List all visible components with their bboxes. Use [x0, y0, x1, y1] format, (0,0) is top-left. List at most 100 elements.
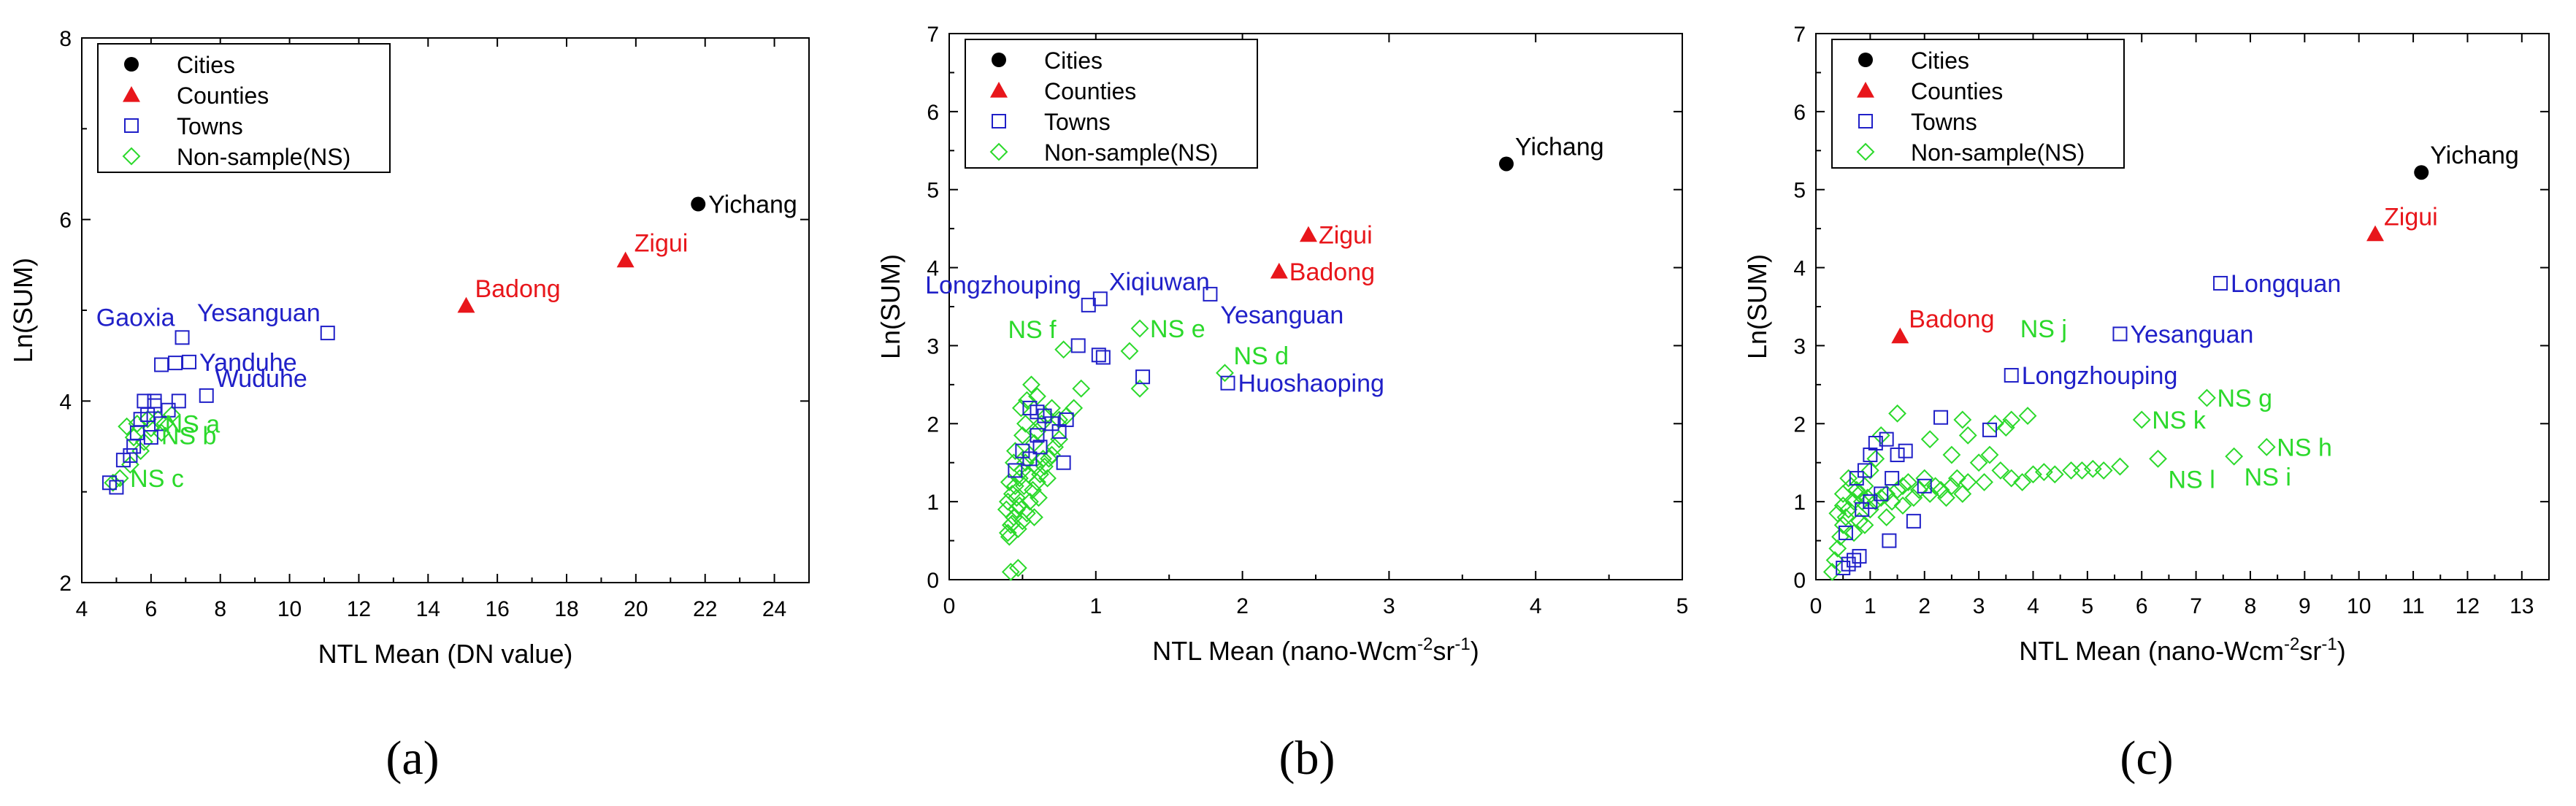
- ns-point: [1953, 485, 1972, 503]
- ns-point: [1831, 527, 1849, 546]
- towns-point: [143, 430, 158, 445]
- ns-point: [2111, 457, 2129, 476]
- y-tick-label: 2: [1793, 412, 1806, 437]
- legend-label-ns: Non-sample(NS): [1911, 139, 2085, 166]
- towns-point: [1933, 410, 1949, 425]
- ns-point: [2045, 465, 2064, 484]
- ns-point: [1975, 473, 1993, 491]
- ns-point: [1915, 469, 1934, 488]
- legend-label-cities: Cities: [177, 52, 235, 78]
- point-label: NS h: [2277, 434, 2332, 461]
- panel-b: 0 1 2 3 4 5 0 1 2 3 4 5 6 7 NTL Mean (nano-Wcm-2sr-1) L…: [875, 23, 1688, 785]
- counties-point: [2366, 225, 2385, 242]
- ns-point: [1130, 379, 1149, 398]
- legend-label-towns: Towns: [1044, 109, 1111, 135]
- ns-point: [1855, 477, 1874, 496]
- ns-point: [1030, 488, 1048, 507]
- counties-point: [1891, 327, 1909, 344]
- ns-point: [1043, 399, 1061, 418]
- x-tick-label: 9: [2299, 594, 2311, 618]
- towns-point: [1868, 436, 1883, 450]
- ns-point: [2062, 461, 2080, 480]
- x-tick-label: 4: [76, 597, 88, 621]
- legend-label-cities: Cities: [1044, 47, 1103, 74]
- towns-point: [1847, 553, 1862, 568]
- point-label: Yanduhe: [199, 349, 297, 377]
- x-axis-label: NTL Mean (DN value): [318, 639, 573, 669]
- towns-point: [1056, 455, 1071, 470]
- ns-point: [2094, 461, 2113, 480]
- x-tick-label: 7: [2190, 594, 2202, 618]
- point-label: Gaoxia: [96, 304, 175, 331]
- y-tick-label: 1: [927, 491, 939, 515]
- point-label: Badong: [1909, 306, 1994, 334]
- x-tick-label: 6: [145, 597, 158, 621]
- ns-point: [1888, 404, 1906, 423]
- towns-point: [1898, 443, 1913, 458]
- point-label: NS a: [165, 410, 221, 438]
- point-label: Yichang: [708, 191, 797, 219]
- y-tick-label: 5: [1793, 179, 1806, 203]
- towns-point: [320, 326, 335, 341]
- x-tick-label: 1: [1089, 594, 1102, 618]
- ns-point: [1882, 492, 1901, 511]
- ns-point: [1926, 477, 1945, 496]
- y-axis-label: Ln(SUM): [1742, 254, 1772, 359]
- towns-point: [1855, 502, 1870, 517]
- legend-label-cities: Cities: [1911, 47, 1969, 74]
- ns-point: [2225, 447, 2244, 466]
- point-label: Wuduhe: [215, 365, 307, 393]
- point-label: NS b: [161, 423, 217, 450]
- ns-point: [1828, 504, 1847, 523]
- ns-point: [1038, 469, 1057, 488]
- y-tick-label: 0: [1793, 569, 1806, 593]
- point-label: Longquan: [2231, 270, 2341, 298]
- x-tick-label: 20: [624, 597, 648, 621]
- ns-point: [2034, 463, 2053, 481]
- ns-point: [1871, 426, 1890, 445]
- point-label: Longzhouping: [925, 272, 1081, 299]
- towns-point: [182, 354, 197, 369]
- ns-point: [1877, 485, 1896, 503]
- x-tick-label: 14: [416, 597, 440, 621]
- towns-point: [1882, 533, 1897, 548]
- x-tick-label: 18: [554, 597, 578, 621]
- ns-point: [1904, 488, 1923, 507]
- towns-point: [1091, 348, 1106, 363]
- legend-marker-counties: [123, 86, 140, 102]
- ns-point: [1953, 410, 1972, 429]
- ns-point: [1852, 492, 1871, 511]
- towns-point: [1890, 448, 1905, 463]
- x-tick-label: 6: [2136, 594, 2148, 618]
- x-tick-label: 22: [693, 597, 717, 621]
- point-label: Yesanguan: [2130, 321, 2253, 348]
- x-axis-label: NTL Mean (nano-Wcm-2sr-1): [1152, 634, 1479, 666]
- x-tick-label: 0: [943, 594, 956, 618]
- legend-marker-towns: [992, 114, 1006, 128]
- x-tick-label: 13: [2510, 594, 2534, 618]
- ns-point: [1893, 477, 1912, 496]
- ns-point: [1877, 508, 1896, 526]
- towns-point: [1874, 486, 1889, 502]
- point-label: Badong: [1289, 258, 1375, 286]
- towns-point: [123, 448, 138, 463]
- ns-point: [1860, 461, 1879, 480]
- counties-point: [616, 251, 635, 268]
- ns-point: [162, 405, 181, 424]
- towns-point: [1849, 471, 1864, 486]
- x-tick-label: 2: [1236, 594, 1249, 618]
- point-label: Huoshaoping: [1238, 370, 1384, 398]
- point-label: Yichang: [1515, 133, 1604, 161]
- point-label: NS d: [1234, 342, 1289, 370]
- point-label: Xiqiuwan: [1109, 268, 1210, 296]
- towns-point: [109, 480, 124, 495]
- legend-marker-counties: [990, 82, 1008, 98]
- towns-point: [161, 402, 176, 418]
- towns-point: [1095, 350, 1111, 365]
- x-tick-label: 11: [2401, 594, 2424, 618]
- ns-point: [1920, 430, 1939, 449]
- legend-marker-ns: [122, 147, 141, 166]
- towns-point: [1037, 408, 1052, 423]
- ns-point: [118, 417, 137, 436]
